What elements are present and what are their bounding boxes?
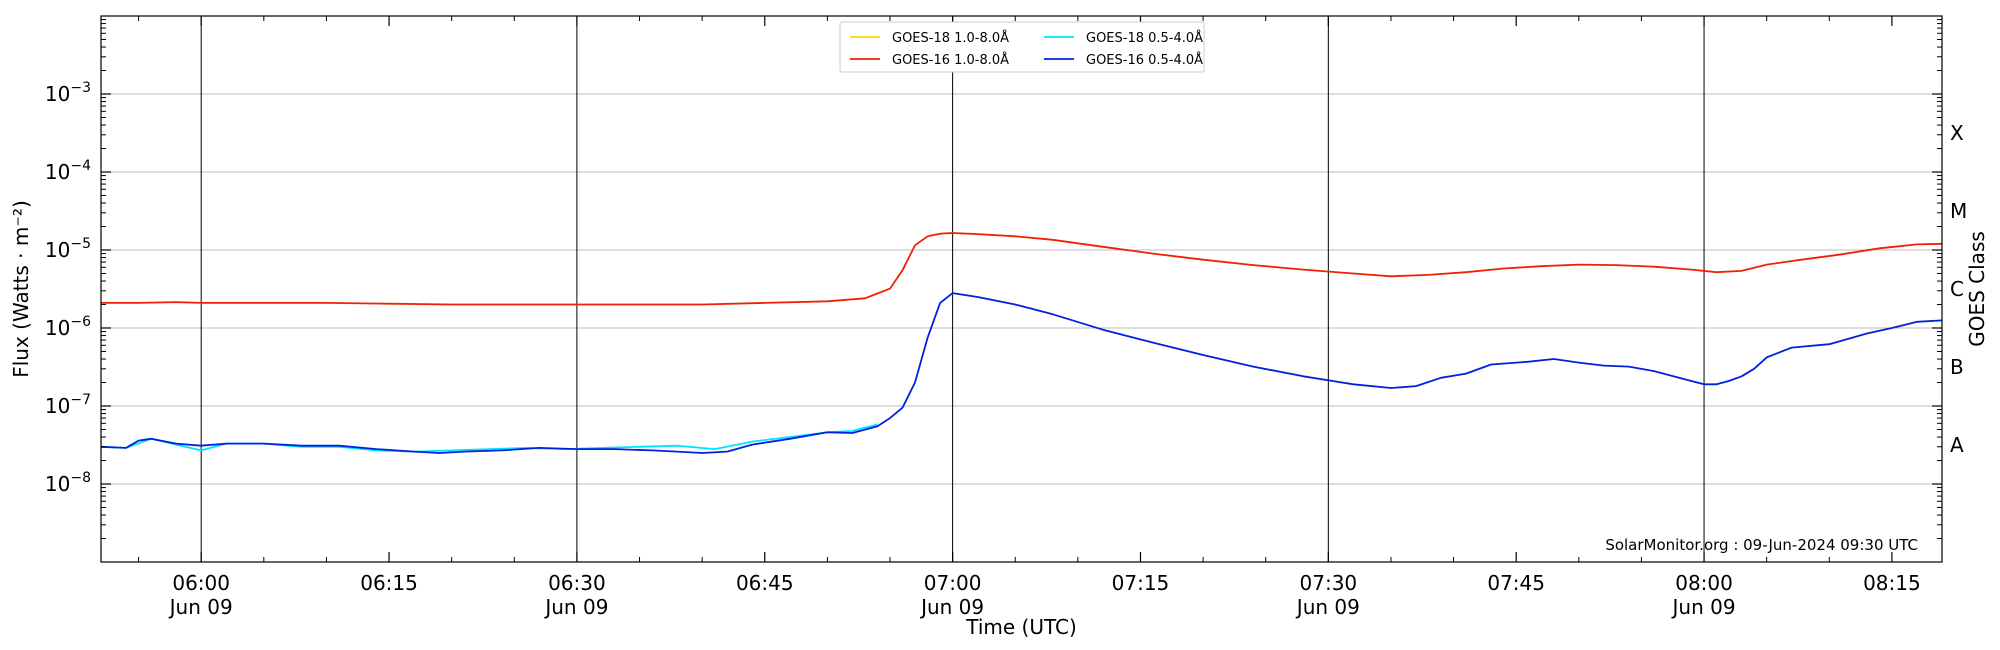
y-tick-label: 10−3 [45,80,91,106]
x-tick-label: 06:00 [172,571,230,595]
credit-text: SolarMonitor.org : 09-Jun-2024 09:30 UTC [1605,536,1918,554]
series-lines [100,232,1943,454]
y-axis-label-group: Flux (Watts · m⁻²) [9,200,33,378]
x-tick-label: 06:45 [736,571,794,595]
x-tick-label: 07:00 [924,571,982,595]
x-tick-label: 06:15 [360,571,418,595]
goes-class-axis-label: GOES Class [1965,231,1989,347]
goes-class-label: A [1950,433,1964,457]
goes-class-label: M [1950,199,1967,223]
x-tick-label: 08:15 [1863,571,1921,595]
y-axis-label: Flux (Watts · m⁻²) [9,200,33,378]
goes-class-label: X [1950,121,1964,145]
legend: GOES-18 1.0-8.0Å GOES-16 1.0-8.0Å GOES-18 … [839,21,1205,73]
legend-label: GOES-16 0.5-4.0Å [1086,52,1203,68]
x-tick-date-label: Jun 09 [1671,595,1736,619]
goes-class-label: B [1950,355,1964,379]
major-time-lines [200,16,1705,562]
x-tick-date-label: Jun 09 [168,595,233,619]
series-line [101,232,1943,306]
y-tick-label: 10−7 [45,392,91,418]
grid-lines [101,93,1942,485]
plot-frame [100,15,1943,563]
x-tick-label: 07:30 [1300,571,1358,595]
series-line [100,292,1943,454]
y-tick-label: 10−5 [45,236,91,262]
x-tick-date-label: Jun 09 [919,595,984,619]
goes-class-label: C [1950,277,1964,301]
y-tick-label: 10−6 [45,314,91,340]
x-tick-label: 08:00 [1675,571,1733,595]
x-tick-date-label: Jun 09 [543,595,608,619]
x-axis-label: Time (UTC) [965,615,1077,639]
y-tick-label: 10−8 [45,470,91,496]
x-tick-date-label: Jun 09 [1295,595,1360,619]
series-line [100,423,878,453]
legend-label: GOES-18 1.0-8.0Å [892,30,1009,46]
goes-class-label-group: GOES Class [1965,231,1989,347]
x-tick-label: 07:15 [1112,571,1170,595]
y-tick-label: 10−4 [45,158,91,184]
legend-label: GOES-16 1.0-8.0Å [892,52,1009,68]
legend-box [839,21,1205,73]
x-tick-label: 07:45 [1487,571,1545,595]
legend-label: GOES-18 0.5-4.0Å [1086,30,1203,46]
x-tick-label: 06:30 [548,571,606,595]
